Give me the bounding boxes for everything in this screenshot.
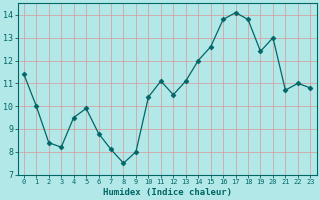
X-axis label: Humidex (Indice chaleur): Humidex (Indice chaleur) (103, 188, 232, 197)
